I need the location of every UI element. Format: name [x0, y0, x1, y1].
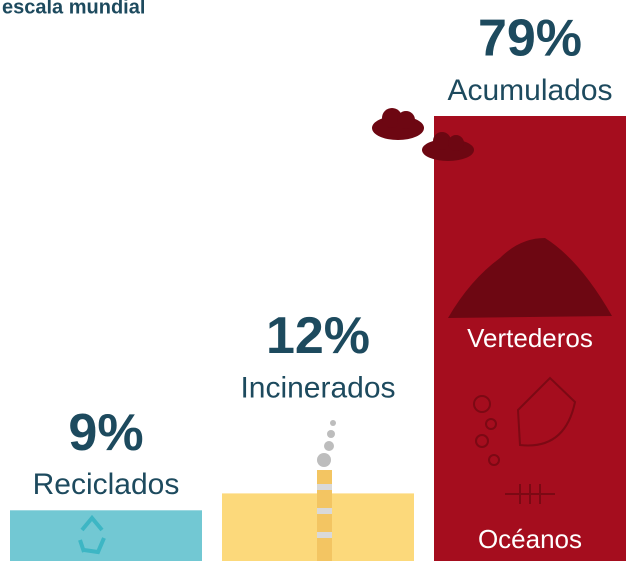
value-label: 79% — [478, 10, 582, 68]
value-label: 12% — [266, 307, 370, 365]
sub-label: Vertederos — [467, 323, 593, 353]
decorations — [78, 108, 612, 561]
sub-label: Océanos — [478, 524, 582, 554]
category-label: Reciclados — [33, 468, 180, 501]
category-label: Acumulados — [447, 74, 612, 107]
labels: 9% Reciclados 12% Incinerados 79% Acumulados V… — [33, 10, 613, 554]
bar — [10, 510, 202, 561]
category-label: Incinerados — [240, 371, 395, 404]
value-label: 9% — [68, 404, 143, 462]
chart-title: escala mundial — [2, 0, 145, 18]
